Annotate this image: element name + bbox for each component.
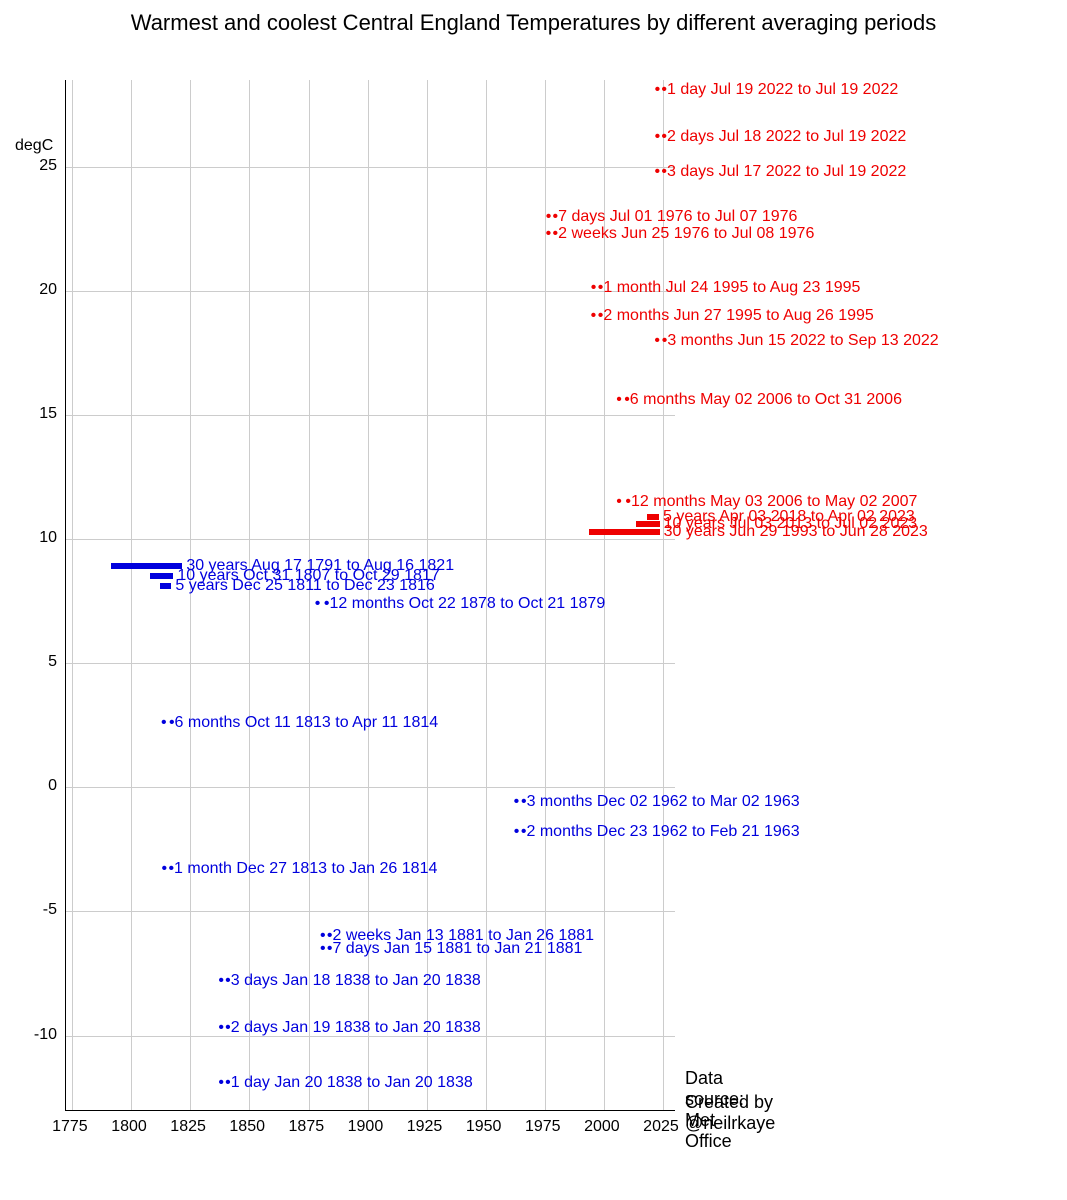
period-dot: • xyxy=(591,280,597,296)
period-dot: • xyxy=(320,941,326,957)
period-dot: • xyxy=(546,209,552,225)
period-dot: • xyxy=(218,973,224,989)
y-gridline xyxy=(65,911,675,912)
x-axis-line xyxy=(65,1110,675,1111)
period-label: •7 days Jul 01 1976 to Jul 07 1976 xyxy=(553,208,798,226)
y-axis-label: degC xyxy=(15,137,53,155)
period-label: •1 month Jul 24 1995 to Aug 23 1995 xyxy=(598,279,861,297)
period-label: •7 days Jan 15 1881 to Jan 21 1881 xyxy=(327,940,583,958)
period-bar xyxy=(589,529,660,535)
period-label: •2 days Jan 19 1838 to Jan 20 1838 xyxy=(225,1019,481,1037)
y-gridline xyxy=(65,415,675,416)
x-tick-label: 1850 xyxy=(229,1118,265,1136)
x-tick-label: 2025 xyxy=(643,1118,679,1136)
period-dot: • xyxy=(218,1075,224,1091)
period-bar xyxy=(111,563,182,569)
period-bar xyxy=(636,521,660,527)
period-dot: • xyxy=(591,308,597,324)
period-label: •1 day Jan 20 1838 to Jan 20 1838 xyxy=(225,1074,473,1092)
period-label: •3 months Dec 02 1962 to Mar 02 1963 xyxy=(521,793,800,811)
y-tick-label: 5 xyxy=(48,653,57,671)
y-tick-label: 20 xyxy=(39,281,57,299)
period-label: •1 month Dec 27 1813 to Jan 26 1814 xyxy=(168,860,437,878)
period-dot: • xyxy=(161,861,167,877)
y-tick-label: 10 xyxy=(39,529,57,547)
y-gridline xyxy=(65,167,675,168)
period-label: •6 months Oct 11 1813 to Apr 11 1814 xyxy=(169,714,438,732)
period-bar xyxy=(150,573,174,579)
period-dot: • xyxy=(655,129,661,145)
period-bar xyxy=(647,514,659,520)
y-tick-label: 0 xyxy=(48,777,57,795)
period-dot: • xyxy=(654,333,660,349)
y-axis-line xyxy=(65,80,66,1110)
period-dot: • xyxy=(514,794,520,810)
period-dot: • xyxy=(514,824,520,840)
x-tick-label: 1875 xyxy=(289,1118,325,1136)
footer-author: Created by @neilrkaye xyxy=(685,1092,775,1134)
x-gridline xyxy=(72,80,73,1110)
y-gridline xyxy=(65,787,675,788)
period-label: •2 weeks Jun 25 1976 to Jul 08 1976 xyxy=(553,225,815,243)
period-dot: • xyxy=(616,392,622,408)
x-tick-label: 1825 xyxy=(170,1118,206,1136)
period-label: •3 months Jun 15 2022 to Sep 13 2022 xyxy=(662,332,939,350)
period-label: •12 months Oct 22 1878 to Oct 21 1879 xyxy=(324,595,605,613)
period-dot: • xyxy=(616,494,622,510)
period-label: •1 day Jul 19 2022 to Jul 19 2022 xyxy=(661,81,898,99)
y-tick-label: 15 xyxy=(39,405,57,423)
x-tick-label: 1975 xyxy=(525,1118,561,1136)
period-label: 5 years Dec 25 1811 to Dec 23 1816 xyxy=(175,577,434,595)
y-tick-label: -5 xyxy=(43,901,57,919)
period-dot: • xyxy=(218,1020,224,1036)
period-label: 30 years Jun 29 1993 to Jun 28 2023 xyxy=(664,523,928,541)
period-label: •3 days Jan 18 1838 to Jan 20 1838 xyxy=(225,972,481,990)
y-tick-label: 25 xyxy=(39,157,57,175)
plot-area: 1775180018251850187519001925195019752000… xyxy=(65,80,675,1110)
y-tick-label: -10 xyxy=(34,1026,57,1044)
x-gridline xyxy=(131,80,132,1110)
period-label: •6 months May 02 2006 to Oct 31 2006 xyxy=(624,391,902,409)
y-gridline xyxy=(65,663,675,664)
chart-title: Warmest and coolest Central England Temp… xyxy=(0,10,1067,36)
y-gridline xyxy=(65,291,675,292)
x-tick-label: 1950 xyxy=(466,1118,502,1136)
x-tick-label: 2000 xyxy=(584,1118,620,1136)
x-tick-label: 1900 xyxy=(348,1118,384,1136)
period-label: •2 months Jun 27 1995 to Aug 26 1995 xyxy=(598,307,874,325)
period-dot: • xyxy=(655,82,661,98)
period-dot: • xyxy=(315,596,321,612)
period-label: •2 months Dec 23 1962 to Feb 21 1963 xyxy=(521,823,800,841)
y-gridline xyxy=(65,539,675,540)
x-tick-label: 1775 xyxy=(52,1118,88,1136)
period-label: •2 days Jul 18 2022 to Jul 19 2022 xyxy=(661,128,906,146)
period-bar xyxy=(160,583,172,589)
period-label: •3 days Jul 17 2022 to Jul 19 2022 xyxy=(661,163,906,181)
chart-container: Warmest and coolest Central England Temp… xyxy=(0,0,1067,1200)
period-dot: • xyxy=(546,226,552,242)
x-tick-label: 1925 xyxy=(407,1118,443,1136)
period-dot: • xyxy=(655,164,661,180)
period-dot: • xyxy=(161,715,167,731)
x-tick-label: 1800 xyxy=(111,1118,147,1136)
